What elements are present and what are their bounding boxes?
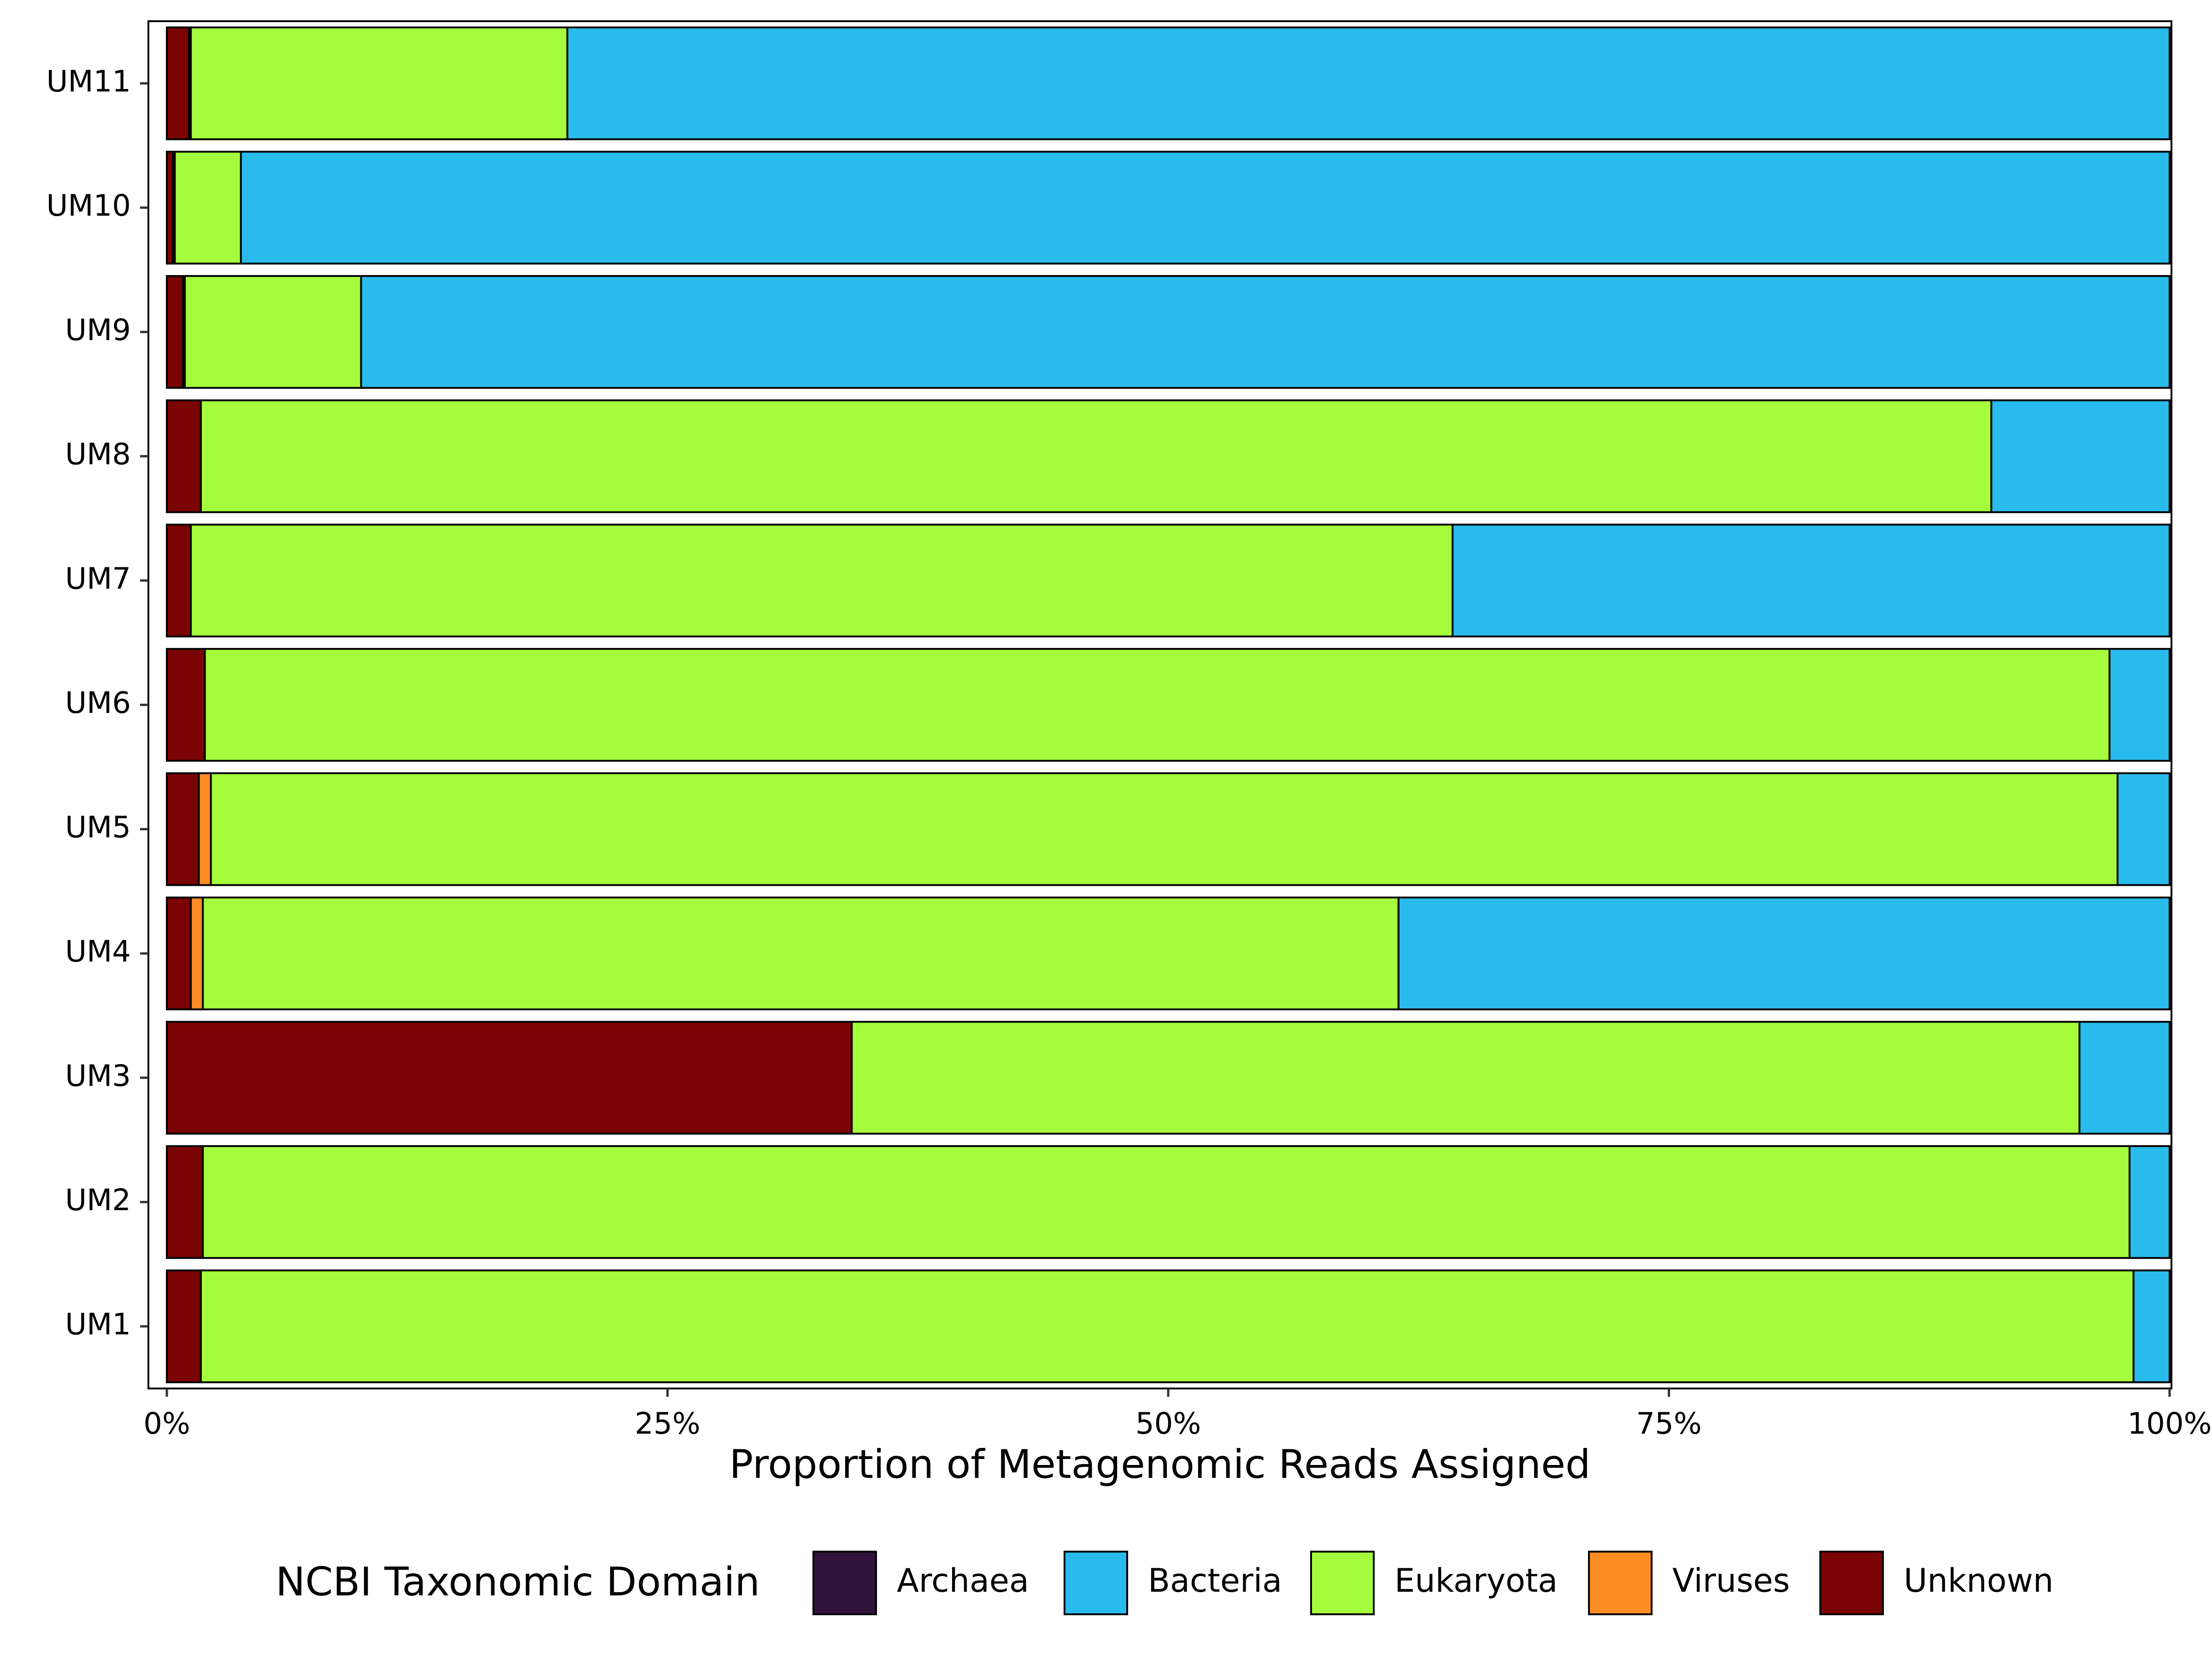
bar-segment-um3-unknown [166,1021,853,1135]
y-tick-label-um2: UM2 [65,1183,131,1218]
bar-segment-um2-bacteria [2129,1145,2171,1259]
legend-swatch-eukaryota [1310,1551,1375,1615]
bar-segment-um7-eukaryota [190,524,1454,638]
x-axis: 0% 25% 50% 75% 100% [143,1388,2212,1441]
bar-segment-um5-eukaryota [210,772,2119,886]
legend-item-viruses: Viruses [1588,1551,1790,1615]
bar-segment-um7-bacteria [1452,524,2171,638]
bar-segment-um5-unknown [166,772,200,886]
bar-segment-um7-unknown [166,524,192,638]
y-tick-label-um5: UM5 [65,811,131,845]
bar-segment-um11-unknown [166,26,190,141]
bar-segment-um9-bacteria [360,275,2171,389]
y-axis: UM1 UM2 UM3 UM4 UM5 UM6 UM7 UM8 UM9 UM10 UM11 [47,65,148,1342]
y-tick-label-um8: UM8 [65,438,131,472]
bar-segment-um4-unknown [166,896,192,1011]
x-tick-label-0: 0% [143,1407,190,1441]
legend-label-viruses: Viruses [1672,1562,1790,1600]
legend: NCBI Taxonomic Domain Archaea Bacteria Euk… [276,1551,2053,1615]
y-tick-label-um1: UM1 [65,1308,131,1342]
legend-label-bacteria: Bacteria [1148,1562,1282,1600]
legend-label-unknown: Unknown [1904,1562,2053,1600]
bar-segment-um4-bacteria [1397,896,2171,1011]
bar-segment-um4-viruses [190,896,204,1011]
bar-segment-um8-unknown [166,399,202,513]
bar-segment-um6-eukaryota [204,648,2111,762]
bar-segment-um1-bacteria [2132,1269,2171,1383]
bar-segment-um2-eukaryota [202,1145,2131,1259]
bar-segment-um8-bacteria [1990,399,2171,513]
bar-segment-um9-eukaryota [184,275,362,389]
x-tick-label-1: 25% [635,1407,700,1441]
bar-segment-um6-unknown [166,648,206,762]
legend-item-bacteria: Bacteria [1064,1551,1282,1615]
bar-segment-um11-bacteria [566,26,2171,141]
legend-item-unknown: Unknown [1819,1551,2053,1615]
legend-label-eukaryota: Eukaryota [1394,1562,1558,1600]
legend-label-archaea: Archaea [897,1562,1029,1600]
x-tick-label-2: 50% [1135,1407,1201,1441]
bar-segment-um3-bacteria [2078,1021,2171,1135]
y-tick-label-um6: UM6 [65,686,131,720]
legend-item-archaea: Archaea [812,1551,1029,1615]
bar-segment-um8-eukaryota [200,399,1993,513]
legend-swatch-archaea [812,1551,877,1615]
y-tick-label-um10: UM10 [47,189,131,223]
y-tick-label-um9: UM9 [65,313,131,347]
legend-swatch-unknown [1819,1551,1884,1615]
y-tick-label-um3: UM3 [65,1059,131,1093]
legend-swatch-bacteria [1064,1551,1128,1615]
legend-items: Archaea Bacteria Eukaryota Viruses Unknown [812,1551,2053,1615]
y-tick-label-um4: UM4 [65,935,131,969]
bar-segment-um4-eukaryota [202,896,1400,1011]
bar-segment-um10-bacteria [240,151,2171,265]
x-axis-title: Proportion of Metagenomic Reads Assigned [729,1441,1591,1488]
x-tick-label-3: 75% [1636,1407,1701,1441]
bar-segment-um6-bacteria [2108,648,2171,762]
legend-title: NCBI Taxonomic Domain [276,1559,760,1605]
bar-segment-um9-unknown [166,275,184,389]
bar-segment-um11-eukaryota [190,26,569,141]
bar-segment-um2-unknown [166,1145,204,1259]
legend-item-eukaryota: Eukaryota [1310,1551,1558,1615]
legend-swatch-viruses [1588,1551,1653,1615]
bar-segment-um3-eukaryota [851,1021,2081,1135]
bar-segment-um1-eukaryota [200,1269,2135,1383]
y-tick-label-um11: UM11 [47,65,131,99]
bar-segment-um5-bacteria [2117,772,2171,886]
bar-segment-um1-unknown [166,1269,202,1383]
bar-segment-um5-viruses [198,772,212,886]
bars-layer [166,26,2171,1383]
x-tick-label-4: 100% [2128,1407,2212,1441]
bar-segment-um10-eukaryota [174,151,242,265]
y-tick-label-um7: UM7 [65,562,131,596]
